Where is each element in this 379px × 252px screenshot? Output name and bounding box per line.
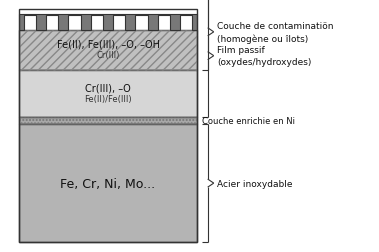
Polygon shape	[19, 15, 197, 31]
Bar	[19, 31, 197, 70]
Bar	[19, 118, 197, 125]
Text: Cr(III), –O: Cr(III), –O	[85, 83, 131, 93]
Bar	[19, 31, 197, 70]
Text: Fe, Cr, Ni, Mo...: Fe, Cr, Ni, Mo...	[61, 177, 155, 190]
Text: Couche enrichie en Ni: Couche enrichie en Ni	[202, 117, 294, 126]
Bar	[19, 118, 197, 125]
Text: Fe(II)/Fe(III): Fe(II)/Fe(III)	[84, 95, 132, 104]
Text: Acier inoxydable: Acier inoxydable	[217, 179, 292, 188]
Bar	[19, 70, 197, 118]
Bar	[19, 125, 197, 242]
Bar	[19, 10, 197, 242]
Text: Film passif
(oxydes/hydroxydes): Film passif (oxydes/hydroxydes)	[217, 46, 311, 67]
Text: Fe(II), Fe(III), –O, –OH: Fe(II), Fe(III), –O, –OH	[56, 39, 160, 49]
Text: Couche de contaminatiön
(homogène ou îlots): Couche de contaminatiön (homogène ou îlo…	[217, 22, 333, 43]
Text: Cr(III): Cr(III)	[96, 51, 120, 60]
